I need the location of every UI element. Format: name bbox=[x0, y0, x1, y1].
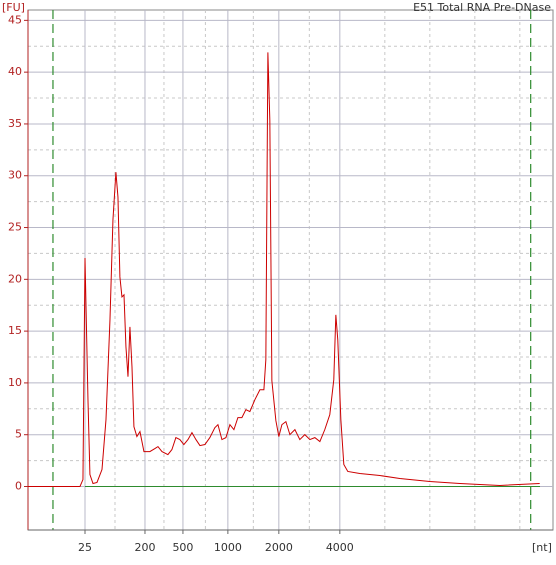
x-tick-label: 25 bbox=[78, 541, 92, 554]
y-tick-label: 45 bbox=[8, 13, 22, 26]
x-tick-label: 500 bbox=[172, 541, 193, 554]
y-tick-label: 30 bbox=[8, 169, 22, 182]
x-tick-label: 4000 bbox=[326, 541, 354, 554]
y-tick-label: 5 bbox=[15, 428, 22, 441]
y-tick-label: 15 bbox=[8, 324, 22, 337]
x-axis-label: [nt] bbox=[532, 541, 552, 554]
chart-title: E51 Total RNA Pre-DNase bbox=[413, 1, 551, 14]
y-tick-label: 20 bbox=[8, 272, 22, 285]
x-tick-label: 200 bbox=[134, 541, 155, 554]
y-tick-label: 10 bbox=[8, 376, 22, 389]
y-tick-label: 40 bbox=[8, 65, 22, 78]
y-tick-label: 35 bbox=[8, 117, 22, 130]
trace bbox=[28, 52, 540, 487]
y-axis-label: [FU] bbox=[2, 1, 25, 14]
y-tick-label: 0 bbox=[15, 479, 22, 492]
y-tick-label: 25 bbox=[8, 221, 22, 234]
x-tick-label: 2000 bbox=[265, 541, 293, 554]
x-tick-label: 1000 bbox=[214, 541, 242, 554]
plot-frame bbox=[27, 9, 554, 531]
